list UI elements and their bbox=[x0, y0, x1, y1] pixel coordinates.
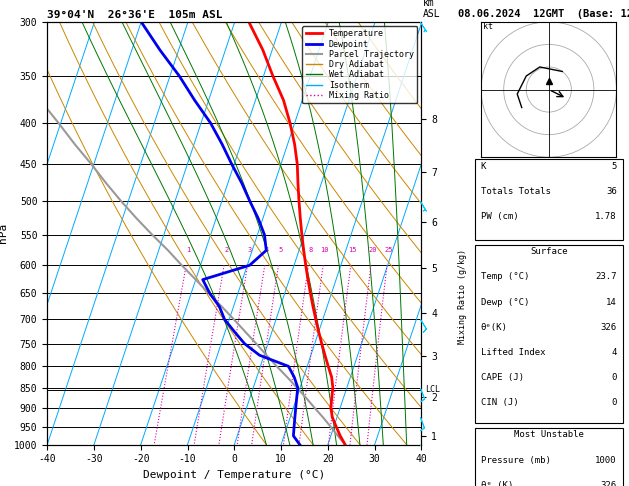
Text: 39°04'N  26°36'E  105m ASL: 39°04'N 26°36'E 105m ASL bbox=[47, 10, 223, 20]
Text: LCL: LCL bbox=[425, 385, 440, 394]
Text: Surface: Surface bbox=[530, 247, 567, 256]
Bar bbox=[475, 244, 623, 423]
Text: 1: 1 bbox=[186, 247, 191, 253]
Text: 0: 0 bbox=[611, 373, 617, 382]
Text: 326: 326 bbox=[601, 481, 617, 486]
Text: PW (cm): PW (cm) bbox=[481, 212, 518, 221]
Text: Mixing Ratio (g/kg): Mixing Ratio (g/kg) bbox=[458, 249, 467, 344]
Text: 5: 5 bbox=[278, 247, 282, 253]
Text: Lifted Index: Lifted Index bbox=[481, 348, 545, 357]
Text: 15: 15 bbox=[348, 247, 357, 253]
Text: 10: 10 bbox=[321, 247, 329, 253]
Text: 25: 25 bbox=[384, 247, 392, 253]
Text: θᵉ (K): θᵉ (K) bbox=[481, 481, 513, 486]
Text: 23.7: 23.7 bbox=[595, 273, 617, 281]
Text: CIN (J): CIN (J) bbox=[481, 398, 518, 407]
Text: Totals Totals: Totals Totals bbox=[481, 187, 550, 196]
Bar bbox=[475, 428, 623, 486]
Bar bbox=[475, 159, 623, 240]
Text: km
ASL: km ASL bbox=[423, 0, 441, 19]
Text: 36: 36 bbox=[606, 187, 617, 196]
Text: 0: 0 bbox=[611, 398, 617, 407]
Text: 326: 326 bbox=[601, 323, 617, 332]
Text: 8: 8 bbox=[308, 247, 312, 253]
Text: 3: 3 bbox=[247, 247, 252, 253]
Text: Dewp (°C): Dewp (°C) bbox=[481, 297, 529, 307]
Text: Temp (°C): Temp (°C) bbox=[481, 273, 529, 281]
Text: 1000: 1000 bbox=[595, 455, 617, 465]
Text: θᵉ(K): θᵉ(K) bbox=[481, 323, 508, 332]
Text: K: K bbox=[481, 162, 486, 171]
Text: 20: 20 bbox=[368, 247, 377, 253]
Text: 4: 4 bbox=[611, 348, 617, 357]
Text: Pressure (mb): Pressure (mb) bbox=[481, 455, 550, 465]
Text: 1.78: 1.78 bbox=[595, 212, 617, 221]
Text: 2: 2 bbox=[224, 247, 228, 253]
Text: kt: kt bbox=[484, 22, 493, 31]
Text: Most Unstable: Most Unstable bbox=[514, 431, 584, 439]
Legend: Temperature, Dewpoint, Parcel Trajectory, Dry Adiabat, Wet Adiabat, Isotherm, Mi: Temperature, Dewpoint, Parcel Trajectory… bbox=[303, 26, 417, 103]
Text: 5: 5 bbox=[611, 162, 617, 171]
Text: 14: 14 bbox=[606, 297, 617, 307]
Text: CAPE (J): CAPE (J) bbox=[481, 373, 524, 382]
Text: 08.06.2024  12GMT  (Base: 12): 08.06.2024 12GMT (Base: 12) bbox=[458, 9, 629, 19]
X-axis label: Dewpoint / Temperature (°C): Dewpoint / Temperature (°C) bbox=[143, 470, 325, 480]
Y-axis label: hPa: hPa bbox=[0, 223, 8, 243]
Text: 4: 4 bbox=[265, 247, 269, 253]
